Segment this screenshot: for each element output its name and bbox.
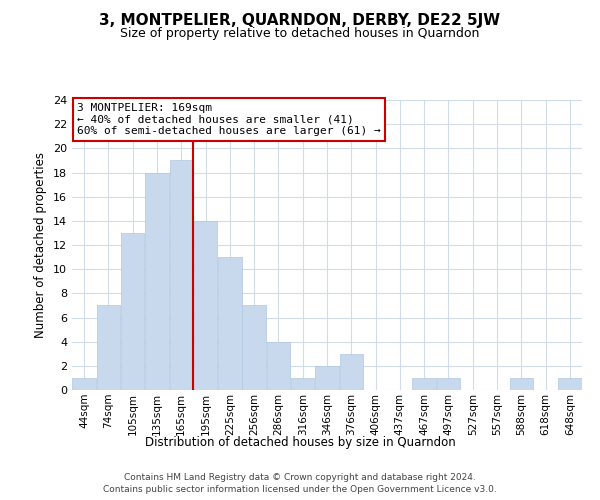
Text: Distribution of detached houses by size in Quarndon: Distribution of detached houses by size …: [145, 436, 455, 449]
Bar: [73, 378, 96, 390]
Bar: [291, 378, 314, 390]
Text: Contains public sector information licensed under the Open Government Licence v3: Contains public sector information licen…: [103, 486, 497, 494]
Bar: [170, 160, 193, 390]
Bar: [558, 378, 581, 390]
Text: Size of property relative to detached houses in Quarndon: Size of property relative to detached ho…: [121, 28, 479, 40]
Bar: [194, 221, 217, 390]
Text: 3, MONTPELIER, QUARNDON, DERBY, DE22 5JW: 3, MONTPELIER, QUARNDON, DERBY, DE22 5JW: [100, 12, 500, 28]
Bar: [145, 172, 169, 390]
Bar: [340, 354, 363, 390]
Bar: [315, 366, 339, 390]
Text: Contains HM Land Registry data © Crown copyright and database right 2024.: Contains HM Land Registry data © Crown c…: [124, 473, 476, 482]
Bar: [121, 233, 145, 390]
Bar: [97, 306, 120, 390]
Bar: [218, 257, 242, 390]
Bar: [509, 378, 533, 390]
Text: 3 MONTPELIER: 169sqm
← 40% of detached houses are smaller (41)
60% of semi-detac: 3 MONTPELIER: 169sqm ← 40% of detached h…: [77, 103, 381, 136]
Bar: [412, 378, 436, 390]
Bar: [266, 342, 290, 390]
Y-axis label: Number of detached properties: Number of detached properties: [34, 152, 47, 338]
Bar: [242, 306, 266, 390]
Bar: [437, 378, 460, 390]
